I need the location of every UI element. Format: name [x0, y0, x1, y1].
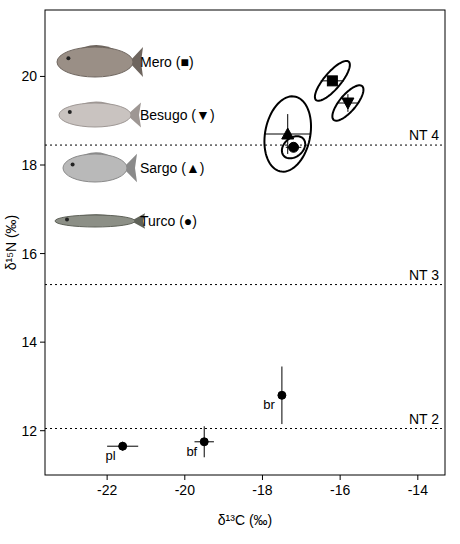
fish-icon: [59, 101, 141, 127]
x-tick-label: -16: [330, 482, 350, 498]
x-axis-title: δ¹³C (‰): [218, 512, 272, 528]
point: [278, 391, 286, 399]
fish-eye: [71, 163, 75, 167]
point-label: pl: [106, 448, 116, 463]
marks: [45, 61, 445, 457]
point-label: bf: [186, 444, 197, 459]
fish-icon: [55, 213, 145, 229]
x-tick: [184, 475, 185, 480]
chart: -22 -20 -18 -16 -14 12 14 16 18 20 δ¹³C (‰) δ¹⁵N (‰…: [0, 0, 460, 544]
point: [327, 76, 337, 86]
y-tick: [40, 342, 45, 343]
reference-label: NT 3: [409, 267, 439, 283]
legend-label: Turco (●): [140, 213, 197, 229]
fish-eye: [66, 56, 70, 60]
point: [119, 442, 127, 450]
legend-label: Besugo (▼): [140, 107, 215, 123]
fish-eye: [68, 110, 72, 114]
point-label: br: [263, 397, 275, 412]
fish-icon: [57, 45, 143, 77]
reference-line: [45, 145, 445, 146]
fish-body: [59, 103, 131, 127]
ellipse: [282, 136, 305, 158]
x-tick: [340, 475, 341, 480]
ellipse: [264, 96, 311, 171]
y-tick-label: 20: [21, 68, 37, 84]
point: [342, 98, 354, 109]
plot-frame: [45, 10, 445, 475]
y-tick-label: 12: [21, 423, 37, 439]
fish-body: [57, 47, 133, 77]
x-tick-label: -18: [252, 482, 272, 498]
x-tick-label: -22: [97, 482, 117, 498]
x-tick-label: -14: [408, 482, 428, 498]
x-tick: [417, 475, 418, 480]
y-tick: [40, 430, 45, 431]
x-tick: [262, 475, 263, 480]
fish-body: [55, 215, 135, 227]
point: [289, 142, 299, 152]
y-tick: [40, 253, 45, 254]
fish-eye: [65, 218, 69, 222]
fish-icon: [63, 152, 137, 182]
y-tick: [40, 76, 45, 77]
point: [200, 438, 208, 446]
legend-label: Sargo (▲): [140, 160, 204, 176]
y-tick-label: 18: [21, 157, 37, 173]
x-tick: [107, 475, 108, 480]
legend-label: Mero (■): [140, 54, 194, 70]
x-tick-label: -20: [175, 482, 195, 498]
reference-line: [45, 284, 445, 285]
y-axis-title: δ¹⁵N (‰): [3, 215, 19, 271]
y-tick: [40, 165, 45, 166]
y-tick-label: 14: [21, 334, 37, 350]
reference-line: [45, 428, 445, 429]
ellipse: [332, 85, 363, 120]
fish-body: [63, 154, 127, 182]
reference-label: NT 2: [409, 411, 439, 427]
reference-label: NT 4: [409, 127, 439, 143]
y-tick-label: 16: [21, 246, 37, 262]
